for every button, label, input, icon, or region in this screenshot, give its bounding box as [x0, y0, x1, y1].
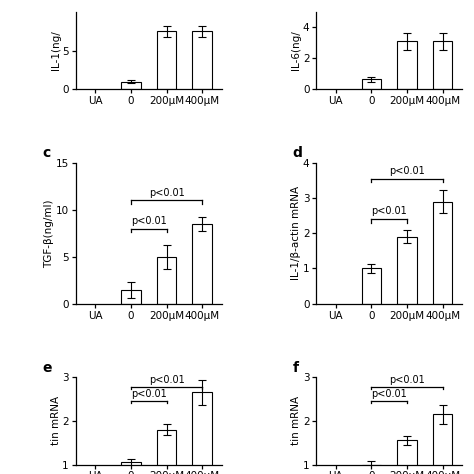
Text: d: d	[292, 146, 302, 160]
Y-axis label: IL-1/β-actin mRNA: IL-1/β-actin mRNA	[292, 186, 301, 280]
Bar	[433, 414, 452, 474]
Y-axis label: IL-1(ng/: IL-1(ng/	[51, 31, 61, 71]
Y-axis label: tin mRNA: tin mRNA	[292, 396, 301, 446]
Bar	[157, 257, 176, 304]
Text: p<0.01: p<0.01	[149, 188, 184, 198]
Bar	[362, 465, 381, 474]
Text: p<0.01: p<0.01	[389, 375, 425, 385]
Text: p<0.01: p<0.01	[149, 375, 184, 385]
Bar	[157, 429, 176, 474]
Y-axis label: tin mRNA: tin mRNA	[51, 396, 61, 446]
Bar	[397, 440, 417, 474]
Text: f: f	[292, 361, 299, 375]
Y-axis label: TGF-β(ng/ml): TGF-β(ng/ml)	[44, 199, 54, 267]
Bar	[362, 79, 381, 90]
Text: c: c	[43, 146, 51, 160]
Bar	[121, 82, 141, 90]
Text: p<0.01: p<0.01	[131, 390, 166, 400]
Text: p<0.01: p<0.01	[389, 166, 425, 176]
Bar	[362, 268, 381, 304]
Text: p<0.01: p<0.01	[372, 390, 407, 400]
Bar	[397, 41, 417, 90]
Bar	[192, 31, 212, 90]
Bar	[192, 224, 212, 304]
Text: p<0.01: p<0.01	[131, 216, 166, 226]
Bar	[397, 237, 417, 304]
Bar	[157, 31, 176, 90]
Bar	[121, 290, 141, 304]
Y-axis label: IL-6(ng/: IL-6(ng/	[292, 31, 301, 71]
Bar	[433, 201, 452, 304]
Bar	[192, 392, 212, 474]
Bar	[433, 41, 452, 90]
Text: e: e	[43, 361, 52, 375]
Text: p<0.01: p<0.01	[372, 206, 407, 216]
Bar	[121, 462, 141, 474]
